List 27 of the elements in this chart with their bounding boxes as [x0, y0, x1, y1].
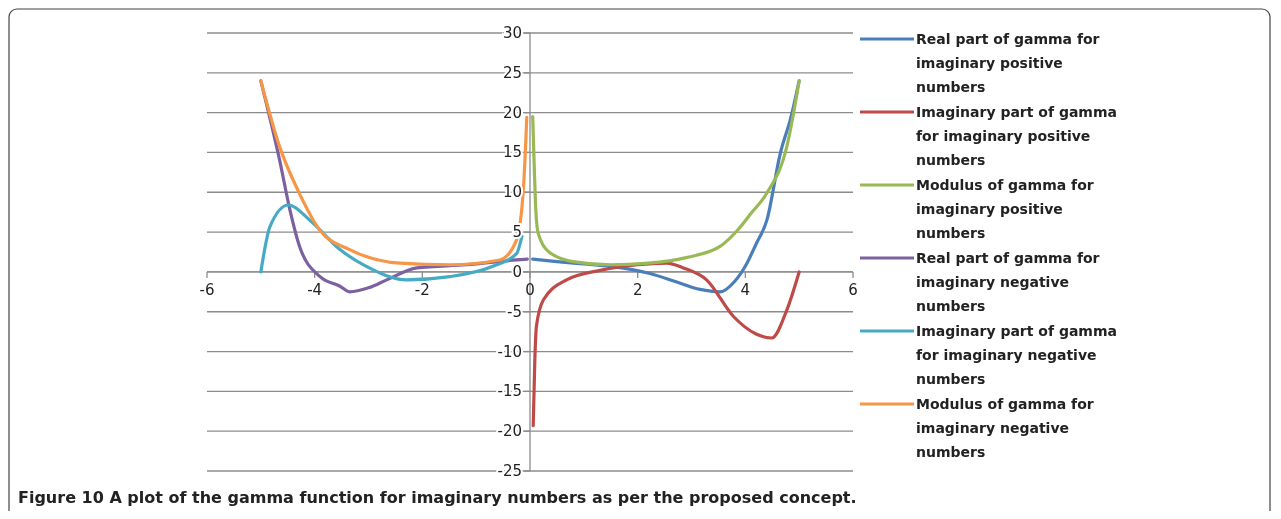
- y-tick-label: 5: [512, 223, 522, 242]
- y-tick-label: 30: [502, 24, 522, 42]
- x-tick-label: 6: [848, 280, 858, 299]
- x-tick-label: -6: [199, 280, 215, 299]
- legend-label: Modulus of gamma for imaginary positive numbers: [916, 177, 1094, 241]
- legend-label: Modulus of gamma for imaginary negative numbers: [916, 396, 1094, 460]
- y-tick-label: -25: [497, 462, 522, 480]
- y-tick-label: 20: [502, 103, 522, 122]
- x-tick-label: 4: [740, 280, 751, 299]
- x-tick-label: -2: [414, 280, 430, 299]
- y-tick-label: 25: [502, 63, 522, 82]
- y-tick-label: 10: [502, 183, 522, 202]
- y-tick-label: 0: [512, 262, 522, 281]
- y-tick-label: -5: [507, 302, 522, 321]
- y-tick-label: -20: [497, 422, 522, 441]
- legend-label: Real part of gamma for imaginary positive numbers: [916, 31, 1100, 95]
- line-series: [259, 203, 524, 282]
- caption: Figure 10 A plot of the gamma function for imaginary numbers as per the proposed concept.: [18, 488, 857, 507]
- y-tick-label: 15: [502, 143, 522, 162]
- x-tick-label: 0: [525, 280, 535, 299]
- x-tick-label: 2: [632, 280, 643, 299]
- legend-label: Imaginary part of gamma for imaginary negative numbers: [916, 323, 1117, 387]
- x-tick-label: -4: [307, 280, 323, 299]
- y-tick-label: -10: [497, 342, 522, 361]
- y-tick-label: -15: [497, 382, 522, 401]
- legend-label: Real part of gamma for imaginary negative numbers: [916, 250, 1100, 314]
- legend-label: Imaginary part of gamma for imaginary positive numbers: [916, 104, 1117, 168]
